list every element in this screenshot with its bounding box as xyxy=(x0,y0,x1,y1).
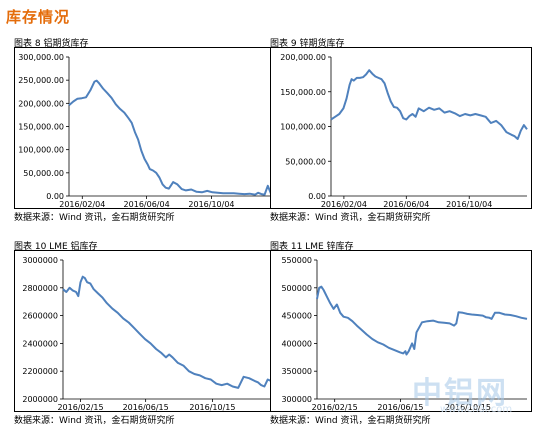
y-tick-label: 3000000 xyxy=(22,256,58,265)
x-tick-label: 2016/06/15 xyxy=(377,403,423,412)
chart-frame: 0.00 50,000.00 100,000.00 150,000.00 200,000… xyxy=(270,47,532,209)
chart-title: 图表 9 锌期货库存 xyxy=(270,39,345,49)
x-tick-label: 2016/10/15 xyxy=(189,403,235,412)
y-tick-label: 2000000 xyxy=(22,395,58,404)
y-tick-label: 50,000.00 xyxy=(23,169,64,178)
chart-frame: 0.00 50,000.00 100,000.00 150,000.00 200,000… xyxy=(14,47,276,209)
x-tick-label: 2016/06/15 xyxy=(123,403,169,412)
panel-zinc-shfe: 图表 9 锌期货库存 0.00 50,000.00 100,000.00 150,00… xyxy=(270,36,532,232)
x-tick-label: 2016/02/15 xyxy=(57,403,103,412)
line-chart-alu-shfe: 0.00 50,000.00 100,000.00 150,000.00 200,000… xyxy=(18,53,272,209)
x-tick-label: 2016/06/04 xyxy=(383,200,429,209)
y-tick-label: 500000 xyxy=(281,284,312,293)
y-tick-label: 0.00 xyxy=(46,192,64,201)
chart-frame: 2000000 2200000 2400000 2600000 2800000 30000… xyxy=(14,250,276,412)
series-line xyxy=(62,275,272,389)
y-tick-label: 2400000 xyxy=(22,339,58,348)
x-tick-label: 2016/10/04 xyxy=(188,200,234,209)
y-tick-label: 200,000.00 xyxy=(18,99,64,108)
series-line xyxy=(68,79,272,196)
y-tick-label: 0.00 xyxy=(308,192,326,201)
chart-source: 数据来源：Wind 资讯，金石期货研究所 xyxy=(270,416,431,426)
y-tick-label: 2800000 xyxy=(22,284,58,293)
x-tick-label: 2016/02/04 xyxy=(321,200,367,209)
chart-frame: 300000 350000 400000 450000 500000 550000 2016… xyxy=(270,250,532,412)
line-chart-alu-lme: 2000000 2200000 2400000 2600000 2800000 30000… xyxy=(22,256,272,412)
chart-title: 图表 8 铝期货库存 xyxy=(14,39,89,49)
y-tick-label: 200,000.00 xyxy=(280,53,326,62)
x-tick-label: 2016/02/15 xyxy=(312,403,358,412)
chart-title: 图表 11 LME 锌库存 xyxy=(270,242,354,252)
y-tick-label: 300000 xyxy=(281,395,312,404)
y-tick-label: 50,000.00 xyxy=(285,157,326,166)
y-tick-label: 300,000.00 xyxy=(18,53,64,62)
panel-alu-shfe: 图表 8 铝期货库存 0.00 50,000.00 100,000.00 150,00… xyxy=(14,36,276,232)
watermark-url: www.cnal.com xyxy=(440,404,513,415)
y-tick-label: 2600000 xyxy=(22,312,58,321)
series-line xyxy=(316,285,528,356)
y-tick-label: 2200000 xyxy=(22,367,58,376)
y-tick-label: 100,000.00 xyxy=(18,146,64,155)
y-tick-label: 150,000.00 xyxy=(280,88,326,97)
x-tick-label: 2016/06/04 xyxy=(124,200,170,209)
y-tick-label: 100,000.00 xyxy=(280,123,326,132)
series-line xyxy=(330,69,528,140)
chart-source: 数据来源：Wind 资讯，金石期货研究所 xyxy=(270,213,431,223)
panel-alu-lme: 图表 10 LME 铝库存 2000000 2200000 2400000 26000… xyxy=(14,239,276,435)
line-chart-zinc-shfe: 0.00 50,000.00 100,000.00 150,000.00 200,000… xyxy=(280,53,528,209)
y-tick-label: 350000 xyxy=(281,367,312,376)
y-tick-label: 250,000.00 xyxy=(18,76,64,85)
chart-title: 图表 10 LME 铝库存 xyxy=(14,242,98,252)
panel-zinc-lme: 图表 11 LME 锌库存 300000 350000 400000 450000 50… xyxy=(270,239,532,435)
y-tick-label: 400000 xyxy=(281,339,312,348)
y-tick-label: 450000 xyxy=(281,312,312,321)
y-tick-label: 150,000.00 xyxy=(18,123,64,132)
x-tick-label: 2016/10/15 xyxy=(445,403,491,412)
section-title: 库存情况 xyxy=(6,8,71,26)
x-tick-label: 2016/02/04 xyxy=(59,200,105,209)
y-tick-label: 550000 xyxy=(281,256,312,265)
chart-source: 数据来源：Wind 资讯，金石期货研究所 xyxy=(14,416,175,426)
chart-source: 数据来源：Wind 资讯，金石期货研究所 xyxy=(14,213,175,223)
line-chart-zinc-lme: 300000 350000 400000 450000 500000 550000 2016… xyxy=(281,256,528,412)
watermark-logo: 中铝网 xyxy=(412,376,508,411)
x-tick-label: 2016/10/04 xyxy=(446,200,492,209)
